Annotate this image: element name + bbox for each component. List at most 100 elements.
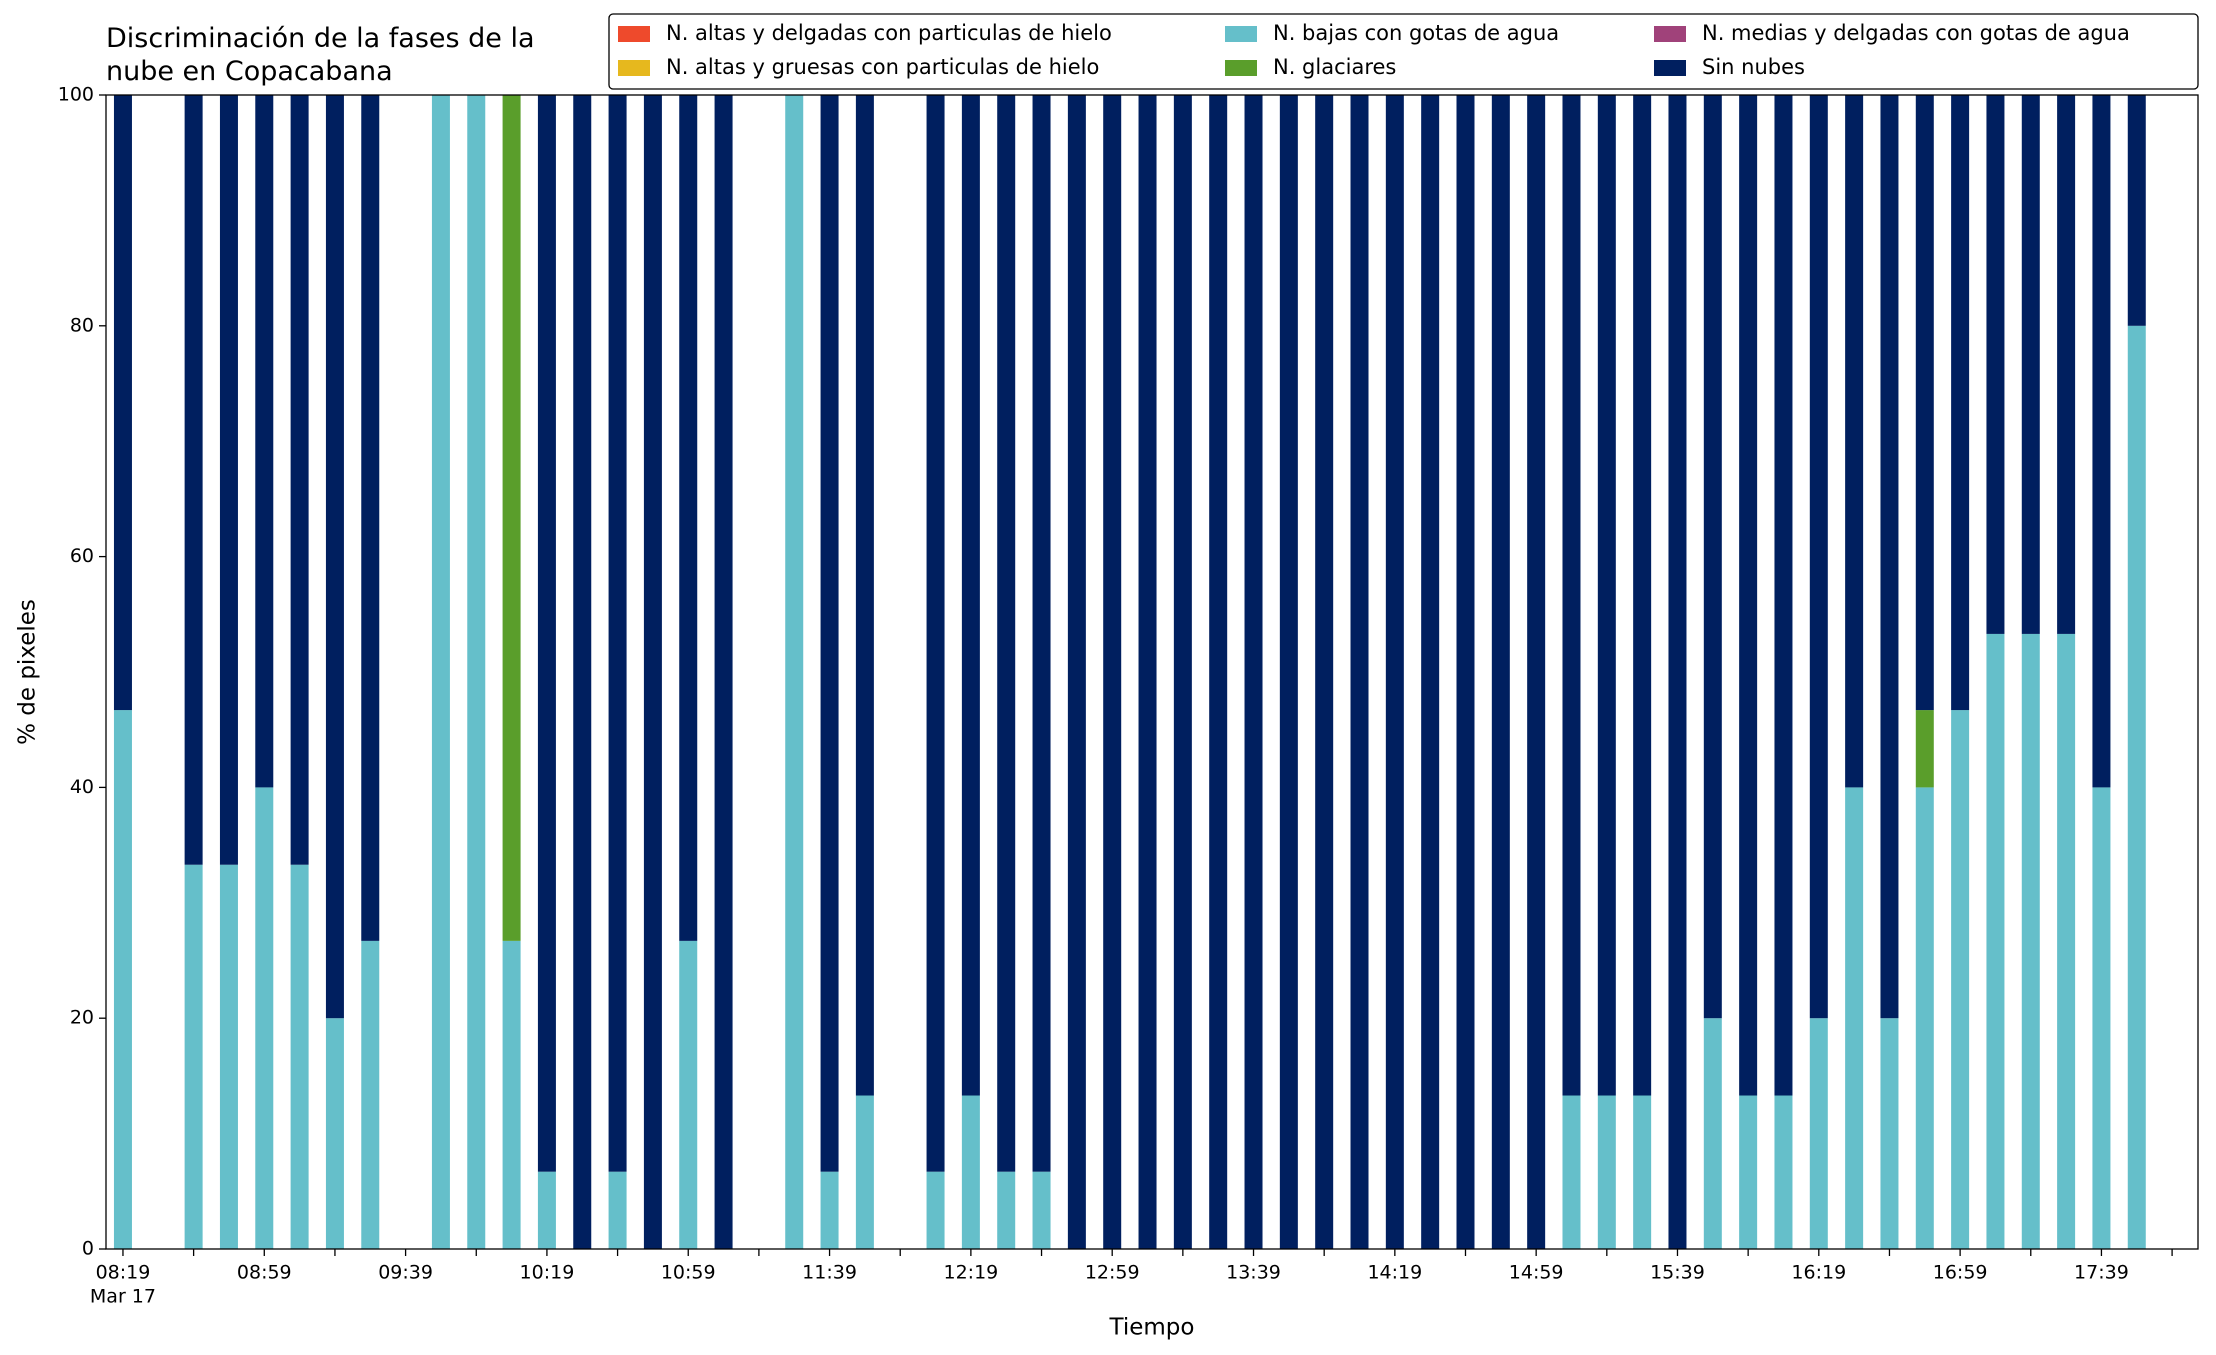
legend-swatch bbox=[1654, 60, 1686, 76]
y-tick-label: 20 bbox=[70, 1007, 94, 1029]
legend-label: N. medias y delgadas con gotas de agua bbox=[1702, 21, 2130, 45]
bar-segment bbox=[1562, 1095, 1581, 1249]
bar-segment bbox=[1350, 95, 1369, 1249]
bar-segment bbox=[1774, 95, 1793, 1096]
bar-segment bbox=[1915, 95, 1934, 711]
x-tick-label: 08:19 bbox=[96, 1262, 151, 1284]
x-tick-label: 13:39 bbox=[1226, 1262, 1281, 1284]
bar-segment bbox=[1421, 95, 1440, 1249]
bar-segment bbox=[679, 940, 698, 1249]
bar-segment bbox=[961, 1095, 980, 1249]
bar-segment bbox=[325, 95, 344, 1019]
plot-frame bbox=[105, 94, 2199, 1250]
bar-segment bbox=[2092, 95, 2111, 788]
y-tick-label: 0 bbox=[82, 1238, 94, 1260]
bar-segment bbox=[1915, 787, 1934, 1249]
x-tick-label: 12:19 bbox=[943, 1262, 998, 1284]
bar-segment bbox=[608, 95, 627, 1172]
x-tick-label: 12:59 bbox=[1085, 1262, 1140, 1284]
bar-segment bbox=[537, 95, 556, 1172]
bar-segment bbox=[361, 940, 380, 1249]
x-tick-label: 10:19 bbox=[520, 1262, 575, 1284]
bar-segment bbox=[1597, 95, 1616, 1096]
bar-segment bbox=[184, 95, 203, 865]
y-tick-label: 40 bbox=[70, 776, 94, 798]
bar-segment bbox=[431, 95, 450, 1249]
bar-segment bbox=[961, 95, 980, 1096]
bar-segment bbox=[2021, 633, 2040, 1249]
bar-segment bbox=[1597, 1095, 1616, 1249]
bar-segment bbox=[1173, 95, 1192, 1249]
x-tick-label: 17:39 bbox=[2074, 1262, 2129, 1284]
x-tick-label: 16:59 bbox=[1933, 1262, 1988, 1284]
bar-segment bbox=[926, 95, 945, 1172]
bar-segment bbox=[2092, 787, 2111, 1249]
bar-segment bbox=[855, 95, 874, 1096]
bar-segment bbox=[502, 95, 521, 941]
bar-segment bbox=[679, 95, 698, 941]
bar-segment bbox=[820, 1171, 839, 1249]
x-tick-label: 15:39 bbox=[1650, 1262, 1705, 1284]
bar-segment bbox=[1138, 95, 1157, 1249]
bar-segment bbox=[1527, 95, 1546, 1249]
bar-segment bbox=[1315, 95, 1334, 1249]
bar-segment bbox=[2127, 95, 2146, 326]
bar-segment bbox=[1703, 1018, 1722, 1249]
bar-segment bbox=[785, 95, 804, 1249]
bar-segment bbox=[1456, 95, 1475, 1249]
bar-segment bbox=[573, 95, 592, 1249]
x-tick-label: 16:19 bbox=[1791, 1262, 1846, 1284]
bar-segment bbox=[219, 864, 238, 1249]
bar-segment bbox=[1880, 95, 1899, 1019]
bar-segment bbox=[113, 710, 132, 1249]
bar-segment bbox=[926, 1171, 945, 1249]
x-axis-label: Tiempo bbox=[1109, 1315, 1195, 1341]
bar-segment bbox=[1668, 95, 1687, 1249]
bar-segment bbox=[1209, 95, 1228, 1249]
legend-label: N. glaciares bbox=[1273, 55, 1396, 79]
bar-segment bbox=[1633, 1095, 1652, 1249]
bar-segment bbox=[1032, 95, 1051, 1172]
bar-segment bbox=[502, 940, 521, 1249]
bar-segment bbox=[1032, 1171, 1051, 1249]
bar-segment bbox=[184, 864, 203, 1249]
y-tick-label: 100 bbox=[58, 84, 94, 106]
legend-swatch bbox=[618, 26, 650, 42]
x-tick-label: 14:59 bbox=[1509, 1262, 1564, 1284]
y-tick-label: 80 bbox=[70, 314, 94, 336]
y-axis-label: % de pixeles bbox=[15, 599, 41, 745]
legend-label: N. altas y delgadas con particulas de hi… bbox=[666, 21, 1112, 45]
x-tick-label: 08:59 bbox=[237, 1262, 292, 1284]
bar-segment bbox=[1880, 1018, 1899, 1249]
legend-label: N. bajas con gotas de agua bbox=[1273, 21, 1559, 45]
x-tick-label: 11:39 bbox=[802, 1262, 857, 1284]
legend-swatch bbox=[1654, 26, 1686, 42]
legend-swatch bbox=[1225, 60, 1257, 76]
bar-segment bbox=[361, 95, 380, 941]
bar-segment bbox=[325, 1018, 344, 1249]
x-sublabel: Mar 17 bbox=[90, 1286, 156, 1308]
bar-segment bbox=[113, 95, 132, 711]
y-tick-label: 60 bbox=[70, 545, 94, 567]
x-tick-label: 10:59 bbox=[661, 1262, 716, 1284]
bar-segment bbox=[467, 95, 486, 1249]
bar-segment bbox=[2057, 633, 2076, 1249]
bar-segment bbox=[1491, 95, 1510, 1249]
bar-segment bbox=[608, 1171, 627, 1249]
bar-segment bbox=[1845, 95, 1864, 788]
bar-segment bbox=[255, 95, 274, 788]
bar-segment bbox=[1809, 95, 1828, 1019]
bar-segment bbox=[290, 864, 309, 1249]
bar-segment bbox=[714, 95, 733, 1249]
bar-segment bbox=[1845, 787, 1864, 1249]
bar-segment bbox=[1739, 95, 1758, 1096]
bar-segment bbox=[855, 1095, 874, 1249]
bar-segment bbox=[1633, 95, 1652, 1096]
x-tick-label: 09:39 bbox=[378, 1262, 433, 1284]
bar-segment bbox=[1703, 95, 1722, 1019]
bar-segment bbox=[537, 1171, 556, 1249]
legend-swatch bbox=[618, 60, 650, 76]
bar-segment bbox=[2127, 325, 2146, 1249]
bar-segment bbox=[1809, 1018, 1828, 1249]
